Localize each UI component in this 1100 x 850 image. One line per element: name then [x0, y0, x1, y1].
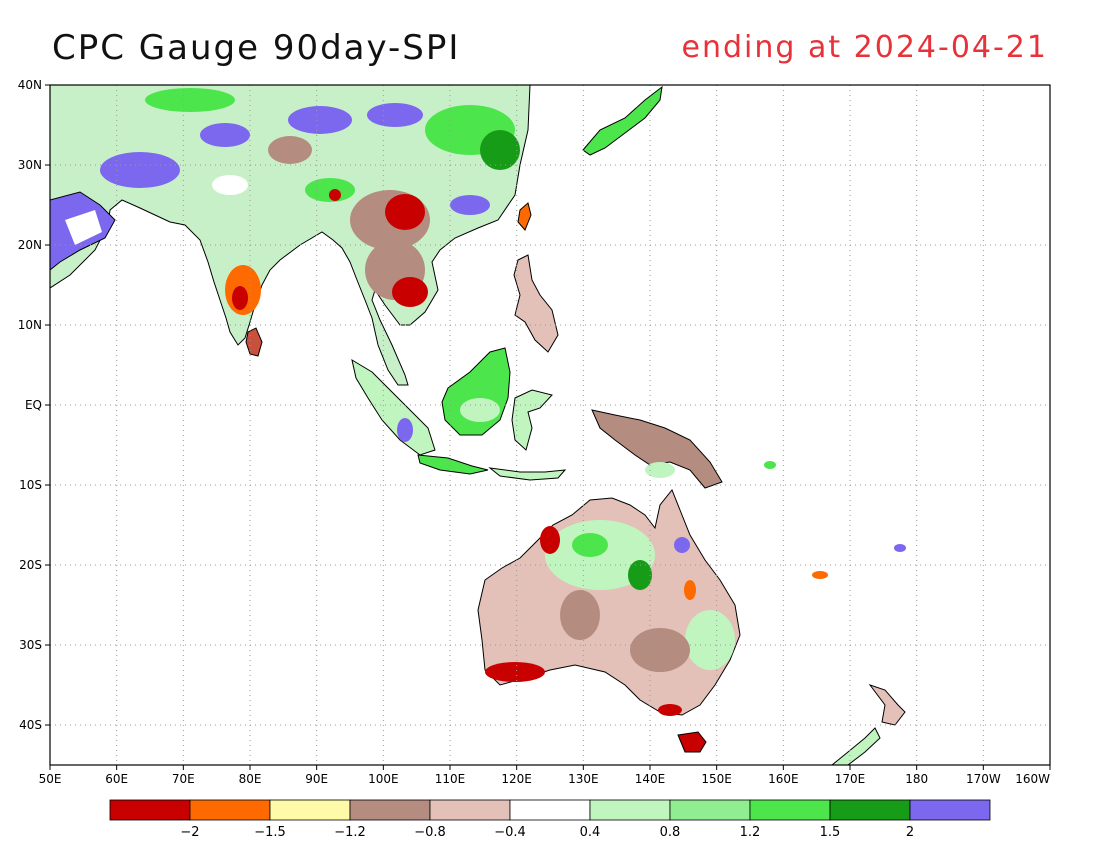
colorbar-swatch: [189, 799, 271, 821]
lon-label: 130E: [568, 772, 599, 786]
colorbar-swatch: [749, 799, 831, 821]
lon-label: 80E: [239, 772, 262, 786]
colorbar-swatch: [109, 799, 191, 821]
lat-label: 40S: [19, 718, 42, 732]
landmass-sumatra: [351, 358, 436, 456]
lon-label: 140E: [635, 772, 666, 786]
lat-label: 20S: [19, 558, 42, 572]
lat-label: 30N: [18, 158, 42, 172]
landmass-sulawesi: [511, 389, 553, 451]
colorbar-label: 1.5: [820, 825, 841, 840]
landmass-lesser-sunda: [488, 467, 567, 481]
lon-label: 170W: [966, 772, 1001, 786]
lat-label: 10S: [19, 478, 42, 492]
map-area: [50, 85, 1050, 765]
lon-label: 160E: [768, 772, 799, 786]
lon-label: 160W: [1015, 772, 1050, 786]
colorbar-swatch: [669, 799, 751, 821]
colorbar-label: 2: [906, 825, 914, 840]
lon-label: 110E: [435, 772, 466, 786]
graticule: [50, 85, 1050, 765]
landmass-japan: [582, 85, 663, 156]
landmass-new-zealand: [868, 684, 906, 726]
lat-label: 10N: [18, 318, 42, 332]
landmass-taiwan: [517, 202, 532, 231]
colorbar-swatch: [829, 799, 911, 821]
lon-label: 120E: [501, 772, 532, 786]
colorbar-label: 0.4: [580, 825, 601, 840]
lon-label: 100E: [368, 772, 399, 786]
lon-label: 70E: [172, 772, 195, 786]
latitude-labels: 40N 30N 20N 10N EQ 10S 20S 30S 40S: [18, 78, 50, 732]
lat-label: 30S: [19, 638, 42, 652]
map-frame: [49, 84, 1051, 766]
landmass-philippines: [513, 254, 559, 353]
colorbar-label: −1.5: [254, 825, 286, 840]
colorbar-swatch: [269, 799, 351, 821]
spi-patches: [100, 88, 906, 716]
lon-label: 60E: [105, 772, 128, 786]
colorbar-label: −0.4: [494, 825, 526, 840]
landmass-new-guinea: [591, 409, 723, 489]
colorbar-label: 0.8: [660, 825, 681, 840]
lon-label: 90E: [305, 772, 328, 786]
lon-label: 170E: [835, 772, 866, 786]
colorbar-swatch: [509, 799, 591, 821]
lat-label: EQ: [25, 398, 42, 412]
lon-label: 50E: [39, 772, 62, 786]
colorbar-swatch: [349, 799, 431, 821]
rain-gap-arabia: [65, 210, 102, 245]
colorbar-label: −1.2: [334, 825, 366, 840]
lon-label: 180: [905, 772, 928, 786]
landmass-tasmania: [677, 731, 707, 753]
colorbar: −2 −1.5 −1.2 −0.8 −0.4 0.4 0.8 1.2 1.5 2: [109, 799, 991, 840]
landmass-new-zealand-south: [831, 727, 881, 765]
lat-label: 20N: [18, 238, 42, 252]
map-subtitle: ending at 2024-04-21: [681, 30, 1048, 65]
colorbar-swatch: [589, 799, 671, 821]
lon-label: 150E: [701, 772, 732, 786]
colorbar-label: −2: [180, 825, 199, 840]
longitude-labels: 50E 60E 70E 80E 90E 100E 110E 120E 130E 140E 150E 1…: [39, 765, 1051, 786]
map-title: CPC Gauge 90day-SPI: [52, 28, 461, 68]
landmass-java: [417, 454, 489, 475]
colorbar-swatch: [429, 799, 511, 821]
lat-label: 40N: [18, 78, 42, 92]
colorbar-label: −0.8: [414, 825, 446, 840]
colorbar-label: 1.2: [740, 825, 761, 840]
colorbar-swatch: [909, 799, 991, 821]
